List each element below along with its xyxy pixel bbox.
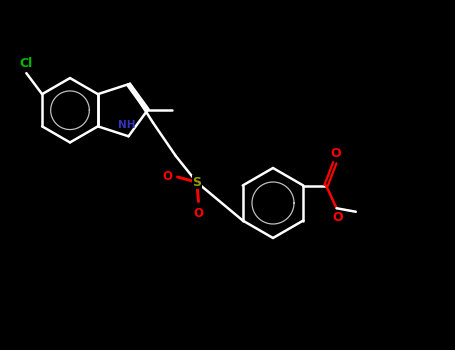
Text: S: S: [192, 176, 201, 189]
Text: O: O: [193, 207, 203, 220]
Text: NH: NH: [118, 120, 136, 130]
Text: Cl: Cl: [20, 57, 33, 70]
Text: O: O: [162, 170, 172, 183]
Text: O: O: [332, 211, 343, 224]
Text: O: O: [330, 147, 341, 160]
